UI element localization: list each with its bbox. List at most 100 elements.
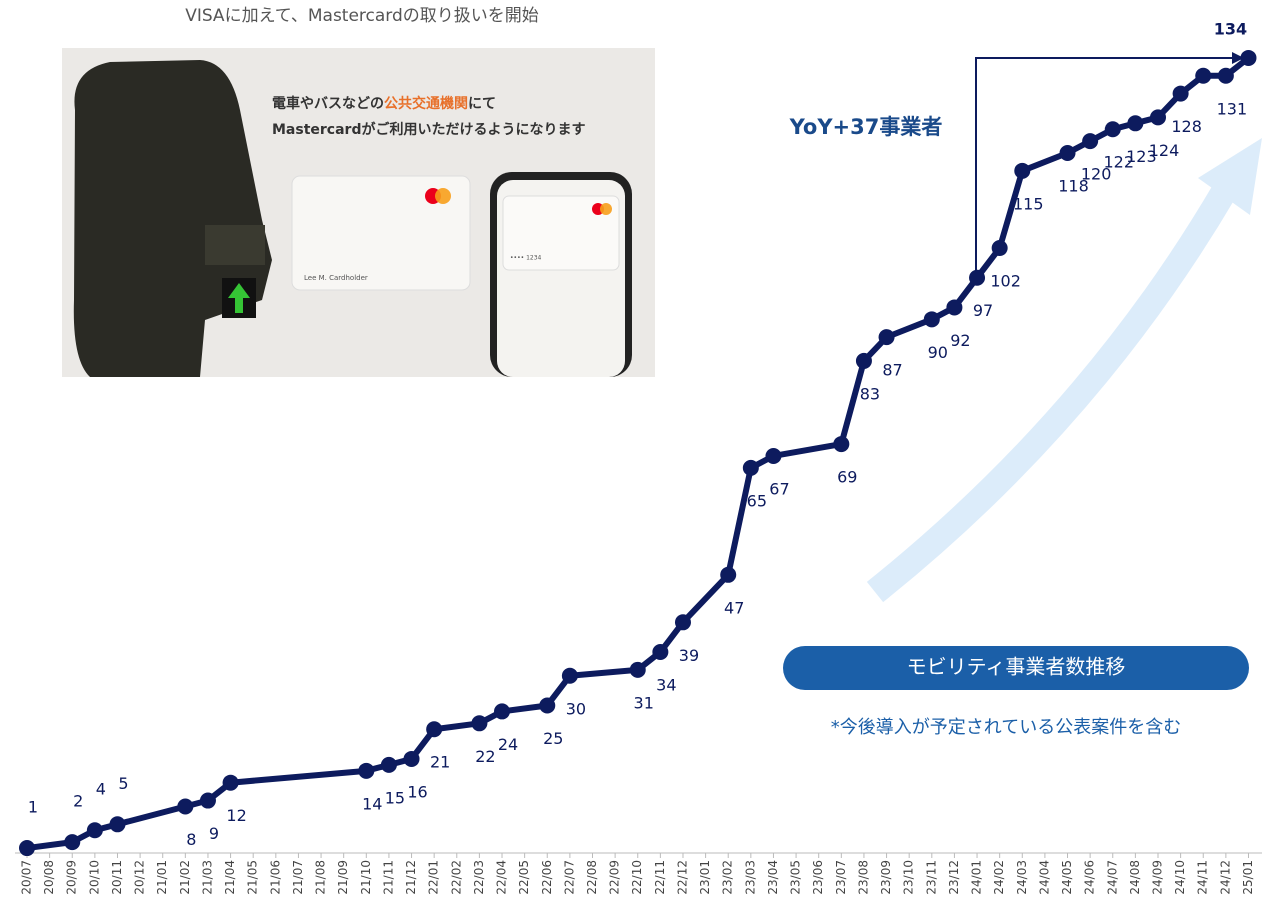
- x-tick-label: 20/12: [133, 860, 147, 895]
- caption: VISAに加えて、Mastercardの取り扱いを開始: [185, 6, 539, 26]
- x-tick-label: 22/06: [540, 860, 554, 895]
- value-label: 115: [1013, 194, 1044, 213]
- point: [969, 269, 986, 286]
- point: [1195, 67, 1212, 84]
- x-tick-label: 23/05: [789, 860, 803, 895]
- x-tick-label: 24/11: [1196, 860, 1210, 895]
- mc-logo: [435, 188, 451, 204]
- x-tick-label: 24/09: [1151, 860, 1165, 895]
- point: [380, 756, 397, 773]
- value-label: 97: [973, 301, 993, 320]
- value-label: 90: [928, 343, 948, 362]
- value-label: 122: [1103, 153, 1134, 172]
- x-tick-label: 23/12: [947, 860, 961, 895]
- value-label: 124: [1149, 141, 1180, 160]
- x-tick-label: 23/03: [743, 860, 757, 895]
- point: [652, 644, 669, 661]
- point: [86, 822, 103, 839]
- value-label: 9: [209, 824, 219, 843]
- point: [1172, 85, 1189, 102]
- growth-arrow-head: [1198, 138, 1262, 215]
- value-label: 5: [118, 774, 128, 793]
- x-tick-label: 24/08: [1128, 860, 1142, 895]
- value-label: 34: [656, 676, 676, 695]
- note: *今後導入が予定されている公表案件を含む: [831, 717, 1181, 738]
- point: [358, 762, 375, 779]
- value-label: 123: [1126, 147, 1157, 166]
- x-tick-label: 21/02: [178, 860, 192, 895]
- photo: 電車やバスなどの公共交通機関にて Mastercardがご利用いただけるようにな…: [62, 48, 655, 377]
- mc-logo: [600, 203, 612, 215]
- x-tick-label: 21/04: [223, 860, 237, 895]
- growth-arrow-body: [866, 183, 1237, 603]
- growth-arrow: [866, 138, 1262, 603]
- value-label: 67: [769, 479, 789, 498]
- x-tick-label: 20/09: [65, 860, 79, 895]
- point: [177, 798, 194, 815]
- x-tick-label: 22/01: [427, 860, 441, 895]
- x-tick-label: 23/10: [902, 860, 916, 895]
- value-label: 47: [724, 598, 744, 617]
- value-label: 31: [634, 693, 654, 712]
- point: [19, 840, 35, 857]
- x-tick-label: 24/10: [1173, 860, 1187, 895]
- value-label: 14: [362, 794, 382, 813]
- point: [403, 750, 420, 767]
- badge: [783, 646, 1249, 690]
- point: [494, 703, 511, 720]
- value-label: 131: [1217, 99, 1248, 118]
- value-label: 134: [1214, 19, 1247, 38]
- x-tick-label: 21/06: [268, 860, 282, 895]
- value-label: 39: [679, 646, 699, 665]
- value-label: 21: [430, 753, 450, 772]
- point: [674, 614, 691, 631]
- value-label: 65: [747, 491, 767, 510]
- point: [109, 816, 126, 833]
- value-label: 69: [837, 468, 857, 487]
- x-tick-label: 22/12: [675, 860, 689, 895]
- x-tick-label: 23/01: [698, 860, 712, 895]
- x-tick-label: 23/07: [834, 860, 848, 895]
- value-label: 8: [186, 830, 196, 849]
- x-tick-label: 22/04: [495, 860, 509, 895]
- point: [923, 311, 940, 328]
- x-tick-label: 24/04: [1037, 860, 1051, 895]
- x-tick-label: 21/07: [291, 860, 305, 895]
- value-label: 2: [73, 792, 83, 811]
- point: [426, 721, 443, 738]
- x-tick-label: 22/10: [630, 860, 644, 895]
- x-tick-label: 24/02: [992, 860, 1006, 895]
- x-tick-label: 20/10: [87, 860, 101, 895]
- point: [629, 661, 646, 678]
- point: [833, 436, 850, 453]
- photo-text: Mastercardがご利用いただけるようになります: [272, 121, 585, 138]
- x-tick-label: 21/11: [381, 860, 395, 895]
- point: [1217, 67, 1234, 84]
- point: [765, 447, 782, 464]
- x-tick-label: 21/10: [359, 860, 373, 895]
- point: [1014, 162, 1031, 179]
- x-tick-label: 24/03: [1015, 860, 1029, 895]
- value-label: 120: [1081, 165, 1112, 184]
- x-tick-label: 21/09: [336, 860, 350, 895]
- x-tick-label: 22/08: [585, 860, 599, 895]
- x-tick-label: 20/07: [20, 860, 34, 895]
- yoy-bracket: [975, 57, 1232, 275]
- value-label: 12: [226, 806, 246, 825]
- badge-text: モビリティ事業者数推移: [907, 655, 1126, 679]
- x-tick-label: 23/06: [811, 860, 825, 895]
- point: [1127, 115, 1144, 132]
- point: [561, 667, 578, 684]
- point: [878, 329, 895, 346]
- value-label: 118: [1058, 176, 1089, 195]
- x-tick-label: 22/03: [472, 860, 486, 895]
- value-label: 87: [882, 361, 902, 380]
- x-tick-label: 24/06: [1083, 860, 1097, 895]
- x-tick-label: 22/07: [562, 860, 576, 895]
- x-tick-label: 20/11: [110, 860, 124, 895]
- point: [1104, 121, 1121, 138]
- card: [291, 175, 471, 291]
- value-label: 30: [566, 699, 586, 718]
